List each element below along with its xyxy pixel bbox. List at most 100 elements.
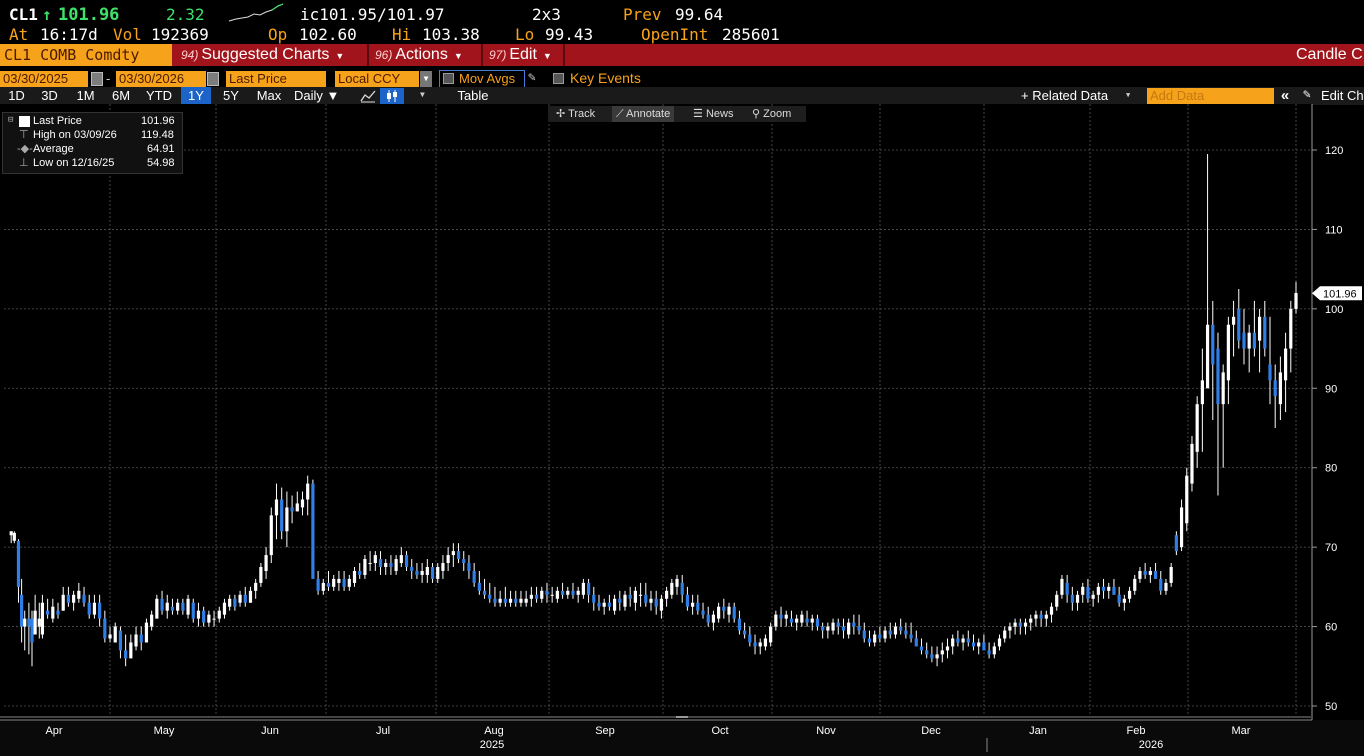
track-tool[interactable]: ✢ Track — [556, 106, 595, 122]
candle-up — [826, 626, 830, 631]
candle-up — [1049, 606, 1054, 615]
candle-down — [706, 614, 710, 623]
chart-style-label[interactable]: Candle C — [1296, 46, 1363, 63]
period-max-button[interactable]: Max — [256, 88, 282, 103]
candle-up — [196, 610, 201, 619]
candle-up — [441, 563, 445, 571]
period-1m-button[interactable]: 1M — [76, 88, 95, 103]
x-tick-label: Jul — [376, 725, 390, 737]
candle-up — [269, 515, 273, 556]
candle-up — [1096, 586, 1100, 595]
y-tick-label: 120 — [1325, 145, 1343, 157]
related-data-dropdown-icon[interactable]: ▼ — [1126, 91, 1131, 99]
candle-up — [1029, 618, 1033, 623]
candle-down — [378, 559, 383, 567]
menu-label: Suggested Charts — [201, 46, 330, 63]
x-tick-label: Feb — [1127, 725, 1146, 737]
related-data-menu[interactable]: + Related Data — [1021, 88, 1109, 103]
pencil-icon: ✎ — [1303, 87, 1311, 102]
table-button[interactable]: Table — [457, 88, 489, 103]
news-tool[interactable]: ☰ News — [693, 106, 733, 122]
candle-up — [893, 626, 898, 635]
candle-up — [113, 626, 117, 643]
annotate-icon: ⟋ — [616, 108, 624, 120]
line-chart-icon[interactable] — [360, 89, 376, 103]
candle-up — [1075, 594, 1080, 603]
candle-down — [971, 642, 976, 647]
actions-menu[interactable]: 96) Actions ▼ — [375, 44, 463, 66]
chart-legend[interactable] — [2, 112, 183, 174]
y-tick-label: 70 — [1325, 542, 1337, 554]
candle-chart-icon[interactable] — [380, 88, 404, 104]
period-1y-button[interactable]: 1Y — [181, 87, 211, 105]
period-ytd-button[interactable]: YTD — [146, 88, 172, 103]
edit-menu[interactable]: 97) Edit ▼ — [489, 44, 552, 66]
candle-up — [581, 582, 585, 595]
bid-ask-size: 2x3 — [532, 5, 561, 24]
key-events-label[interactable]: Key Events — [570, 70, 641, 86]
candle-down — [358, 570, 362, 575]
add-data-input[interactable]: Add Data — [1147, 88, 1274, 104]
candle-down — [233, 598, 237, 607]
pencil-icon[interactable]: ✎ — [528, 70, 536, 85]
low-price: 99.43 — [545, 25, 594, 44]
legend-last-label: Last Price — [33, 115, 82, 127]
legend-high-icon: ⊤ — [19, 129, 29, 141]
candle-down — [1159, 578, 1163, 591]
candle-up — [717, 606, 721, 619]
menu-divider — [563, 44, 565, 66]
candle-up — [72, 594, 76, 603]
quote-time: 16:17d — [40, 25, 98, 44]
mov-avgs-checkbox[interactable] — [443, 73, 454, 84]
field-select[interactable]: Last Price — [226, 71, 326, 87]
legend-average-icon: -◆- — [17, 143, 33, 155]
candle-up — [274, 499, 279, 516]
candle-down — [722, 606, 726, 611]
frequency-select[interactable]: Daily ▼ — [294, 88, 340, 103]
security-field[interactable]: CL1 COMB Comdty — [0, 44, 172, 66]
period-5y-button[interactable]: 5Y — [223, 88, 239, 103]
candle-up — [425, 567, 429, 575]
key-events-checkbox[interactable] — [553, 73, 564, 84]
candle-down — [1273, 380, 1277, 397]
open-interest: 285601 — [722, 25, 780, 44]
suggested-charts-menu[interactable]: 94) Suggested Charts ▼ — [181, 44, 344, 66]
candle-down — [925, 650, 929, 655]
candle-down — [867, 638, 872, 643]
legend-expand-icon[interactable]: ⊟ — [8, 115, 14, 125]
calendar-icon[interactable] — [91, 72, 103, 86]
collapse-panel-icon[interactable]: « — [1280, 87, 1290, 104]
x-tick-label: Jan — [1029, 725, 1047, 737]
candle-up — [800, 614, 804, 623]
candle-up — [498, 598, 502, 603]
end-date-field[interactable]: 03/30/2026 — [116, 71, 206, 87]
currency-select[interactable]: Local CCY — [335, 71, 419, 87]
zoom-tool[interactable]: ⚲ Zoom — [752, 106, 791, 122]
start-date-field[interactable]: 03/30/2025 — [0, 71, 88, 87]
chart-type-dropdown-icon[interactable]: ▼ — [420, 90, 425, 99]
calendar-icon[interactable] — [207, 72, 219, 86]
candle-up — [774, 614, 778, 627]
legend-low-label: Low on 12/16/25 — [33, 157, 115, 169]
candle-up — [129, 642, 133, 659]
candle-up — [795, 618, 799, 623]
period-3d-button[interactable]: 3D — [41, 88, 58, 103]
candle-down — [732, 606, 736, 619]
period-1d-button[interactable]: 1D — [8, 88, 25, 103]
up-arrow-icon: ↑ — [42, 5, 52, 24]
mov-avgs-label[interactable]: Mov Avgs — [459, 71, 516, 86]
annotate-tool[interactable]: ⟋ Annotate — [612, 106, 675, 122]
candle-down — [1112, 586, 1116, 595]
news-icon: ☰ — [693, 108, 703, 120]
menu-number: 96) — [375, 48, 393, 62]
period-bar — [0, 87, 1364, 105]
candle-down — [467, 563, 471, 571]
period-6m-button[interactable]: 6M — [111, 88, 131, 103]
menu-label: Edit — [509, 46, 537, 63]
candle-up — [623, 594, 627, 607]
candle-up — [347, 578, 351, 587]
currency-dropdown-icon[interactable]: ▼ — [420, 71, 432, 87]
edit-chart-button[interactable]: Edit Ch — [1321, 88, 1364, 103]
candle-down — [545, 590, 549, 595]
